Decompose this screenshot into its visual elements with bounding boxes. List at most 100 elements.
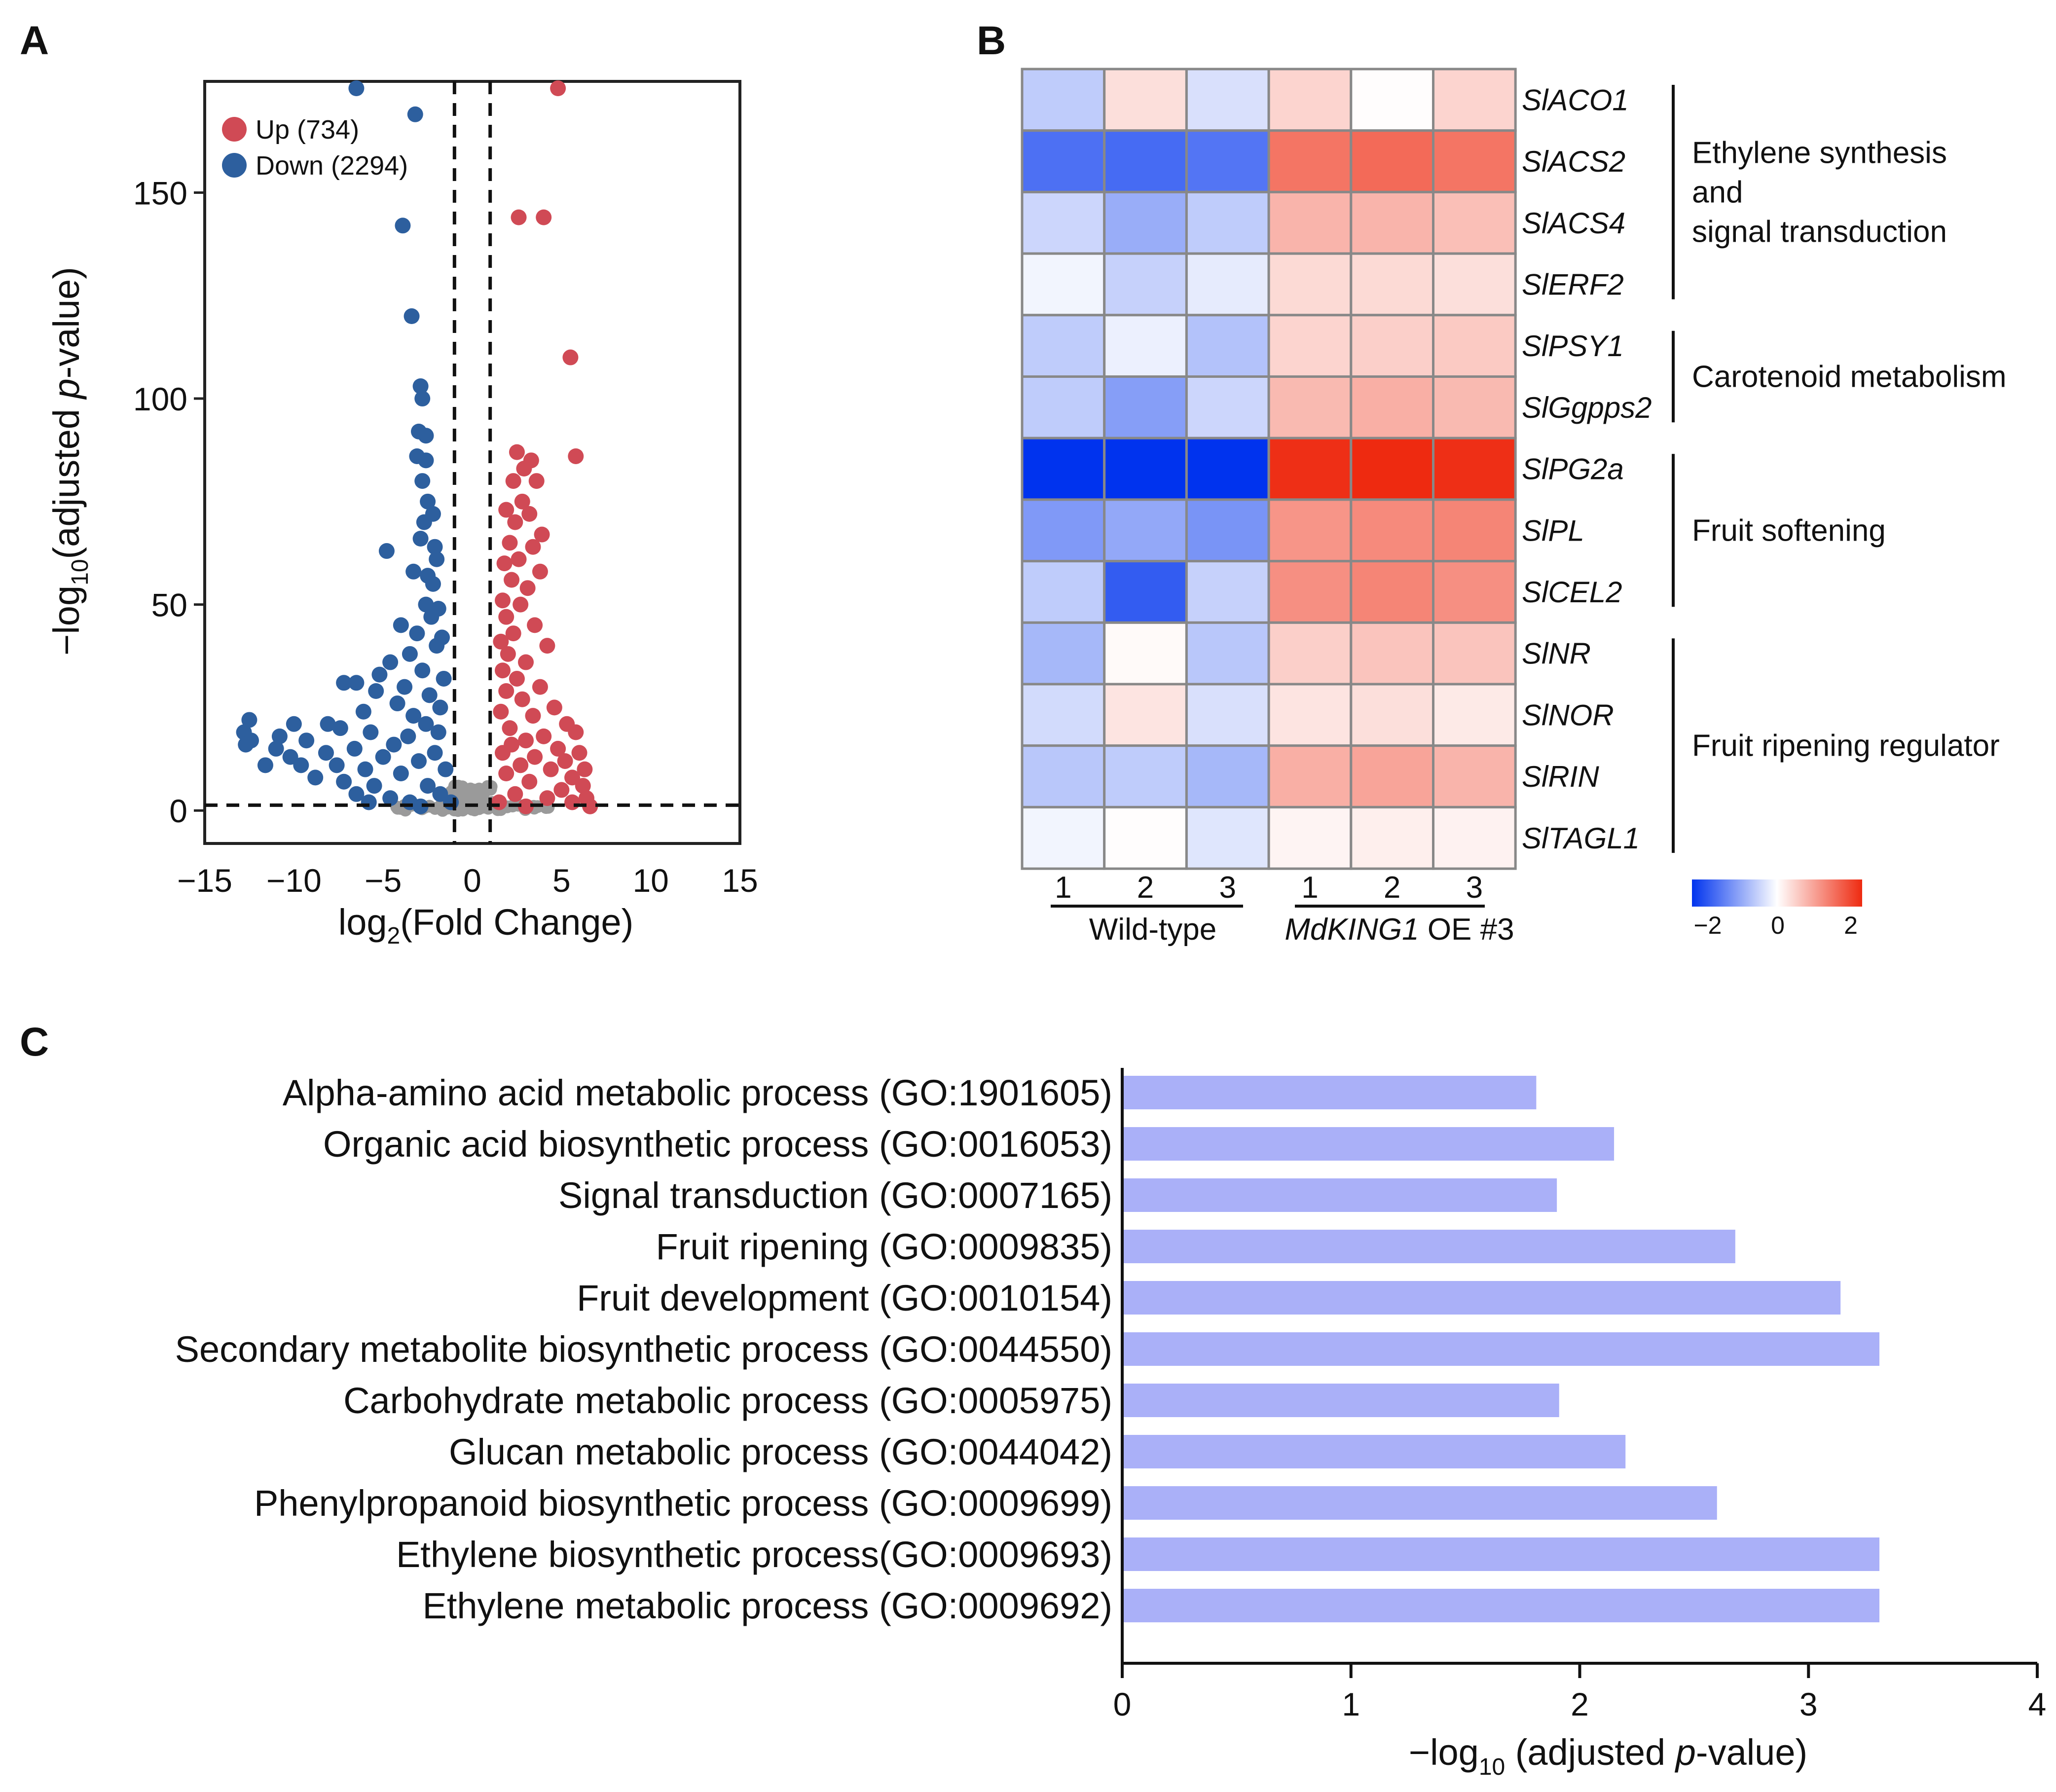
heatmap-cell	[1267, 498, 1353, 563]
point-down	[332, 720, 348, 736]
heatmap-cell	[1267, 252, 1353, 317]
point-down	[438, 761, 454, 777]
heatmap-cells	[1021, 68, 1517, 870]
point-up	[516, 461, 532, 477]
row-group-label: Ethylene synthesis	[1692, 136, 1947, 170]
point-up	[564, 769, 581, 786]
heatmap-cell	[1432, 437, 1517, 501]
heatmap-cell	[1185, 683, 1270, 747]
go-bar	[1122, 1435, 1626, 1468]
point-up	[577, 761, 593, 777]
heatmap-cell	[1021, 252, 1106, 317]
point-up	[564, 794, 581, 810]
go-x-title-subscript: 10	[1479, 1754, 1505, 1780]
colorbar	[1692, 879, 1862, 907]
heatmap-cell	[1103, 190, 1188, 255]
gene-label: SlPL	[1522, 514, 1584, 547]
y-axis-title-subscript: 10	[67, 559, 93, 585]
heatmap-cell	[1267, 437, 1353, 501]
point-up	[507, 514, 523, 530]
point-down	[397, 679, 413, 695]
heatmap-cell	[1350, 68, 1435, 132]
legend-label-up: Up (734)	[256, 115, 359, 145]
point-down	[414, 391, 431, 407]
go-x-tick-label: 4	[2028, 1686, 2047, 1722]
mdking1-italic: MdKING1	[1285, 913, 1419, 947]
heatmap-cell	[1185, 621, 1270, 686]
volcano-x-axis-title: log2(Fold Change)	[338, 902, 633, 949]
heatmap-row-groups: Ethylene synthesis and signal transduction…	[1672, 85, 2007, 853]
point-down	[368, 683, 384, 699]
y-axis-title-open: (adjusted	[46, 399, 87, 559]
gene-label: SlGgpps2	[1522, 391, 1652, 424]
heatmap-cell	[1021, 621, 1106, 686]
point-up	[509, 670, 525, 687]
go-x-tick-label: 0	[1113, 1686, 1132, 1722]
point-down	[271, 728, 288, 744]
gene-label: SlCEL2	[1522, 576, 1622, 609]
heatmap-cell	[1103, 498, 1188, 563]
point-up	[521, 506, 538, 522]
point-down	[357, 761, 373, 777]
heatmap-cell	[1267, 683, 1353, 747]
point-up	[525, 708, 541, 724]
point-down	[402, 646, 418, 662]
heatmap-cell	[1432, 621, 1517, 686]
point-up	[539, 638, 555, 654]
wild-type-group-label: Wild-type	[1089, 913, 1216, 947]
mdking1-suffix: OE #3	[1419, 913, 1514, 947]
point-down	[375, 749, 391, 765]
go-bar	[1122, 1281, 1841, 1315]
point-up	[536, 209, 552, 225]
point-down	[411, 753, 427, 769]
x-axis-title-suffix: (Fold Change)	[400, 902, 633, 943]
point-down	[238, 736, 254, 753]
point-down	[420, 778, 436, 794]
row-group-label: Fruit ripening regulator	[1692, 729, 2000, 763]
point-down	[257, 757, 273, 773]
point-down	[436, 670, 452, 687]
point-up	[498, 766, 514, 782]
point-down	[418, 452, 434, 469]
go-term-label: Glucan metabolic process (GO:0044042)	[449, 1431, 1112, 1472]
point-up	[550, 80, 566, 96]
heatmap-cell	[1185, 498, 1270, 563]
heatmap-cell	[1350, 621, 1435, 686]
point-down	[393, 766, 409, 782]
go-bar	[1122, 1589, 1880, 1622]
heatmap-cell	[1103, 375, 1188, 439]
heatmap-cell	[1267, 190, 1353, 255]
go-x-title-prefix: −log	[1409, 1732, 1479, 1773]
point-down	[421, 687, 438, 703]
go-x-title-suffix: -value)	[1696, 1732, 1807, 1773]
heatmap-cell	[1021, 375, 1106, 439]
point-down	[432, 699, 448, 716]
panel-label-b: B	[977, 18, 1006, 63]
point-up	[525, 539, 541, 555]
go-term-label: Phenylpropanoid biosynthetic process (GO…	[254, 1483, 1112, 1524]
mdking1-group-label: MdKING1 OE #3	[1285, 913, 1514, 947]
gene-label: SlTAGL1	[1522, 822, 1640, 855]
heatmap-cell	[1432, 252, 1517, 317]
point-up	[568, 724, 584, 740]
point-up	[582, 798, 598, 814]
heatmap-cell	[1103, 805, 1188, 870]
point-down	[361, 794, 377, 810]
point-up	[502, 720, 518, 736]
column-replicate-label: 3	[1219, 871, 1236, 905]
go-bar	[1122, 1384, 1559, 1417]
heatmap-cell	[1350, 252, 1435, 317]
heatmap-cell	[1185, 437, 1270, 501]
point-down	[418, 596, 434, 613]
heatmap-cell	[1103, 621, 1188, 686]
legend-marker-down	[222, 153, 247, 178]
heatmap-cell	[1350, 129, 1435, 193]
panel-label-c: C	[20, 1020, 49, 1064]
row-group-label: Carotenoid metabolism	[1692, 360, 2007, 394]
go-bar	[1122, 1230, 1735, 1263]
heatmap-cell	[1432, 498, 1517, 563]
point-not-significant	[467, 783, 480, 797]
